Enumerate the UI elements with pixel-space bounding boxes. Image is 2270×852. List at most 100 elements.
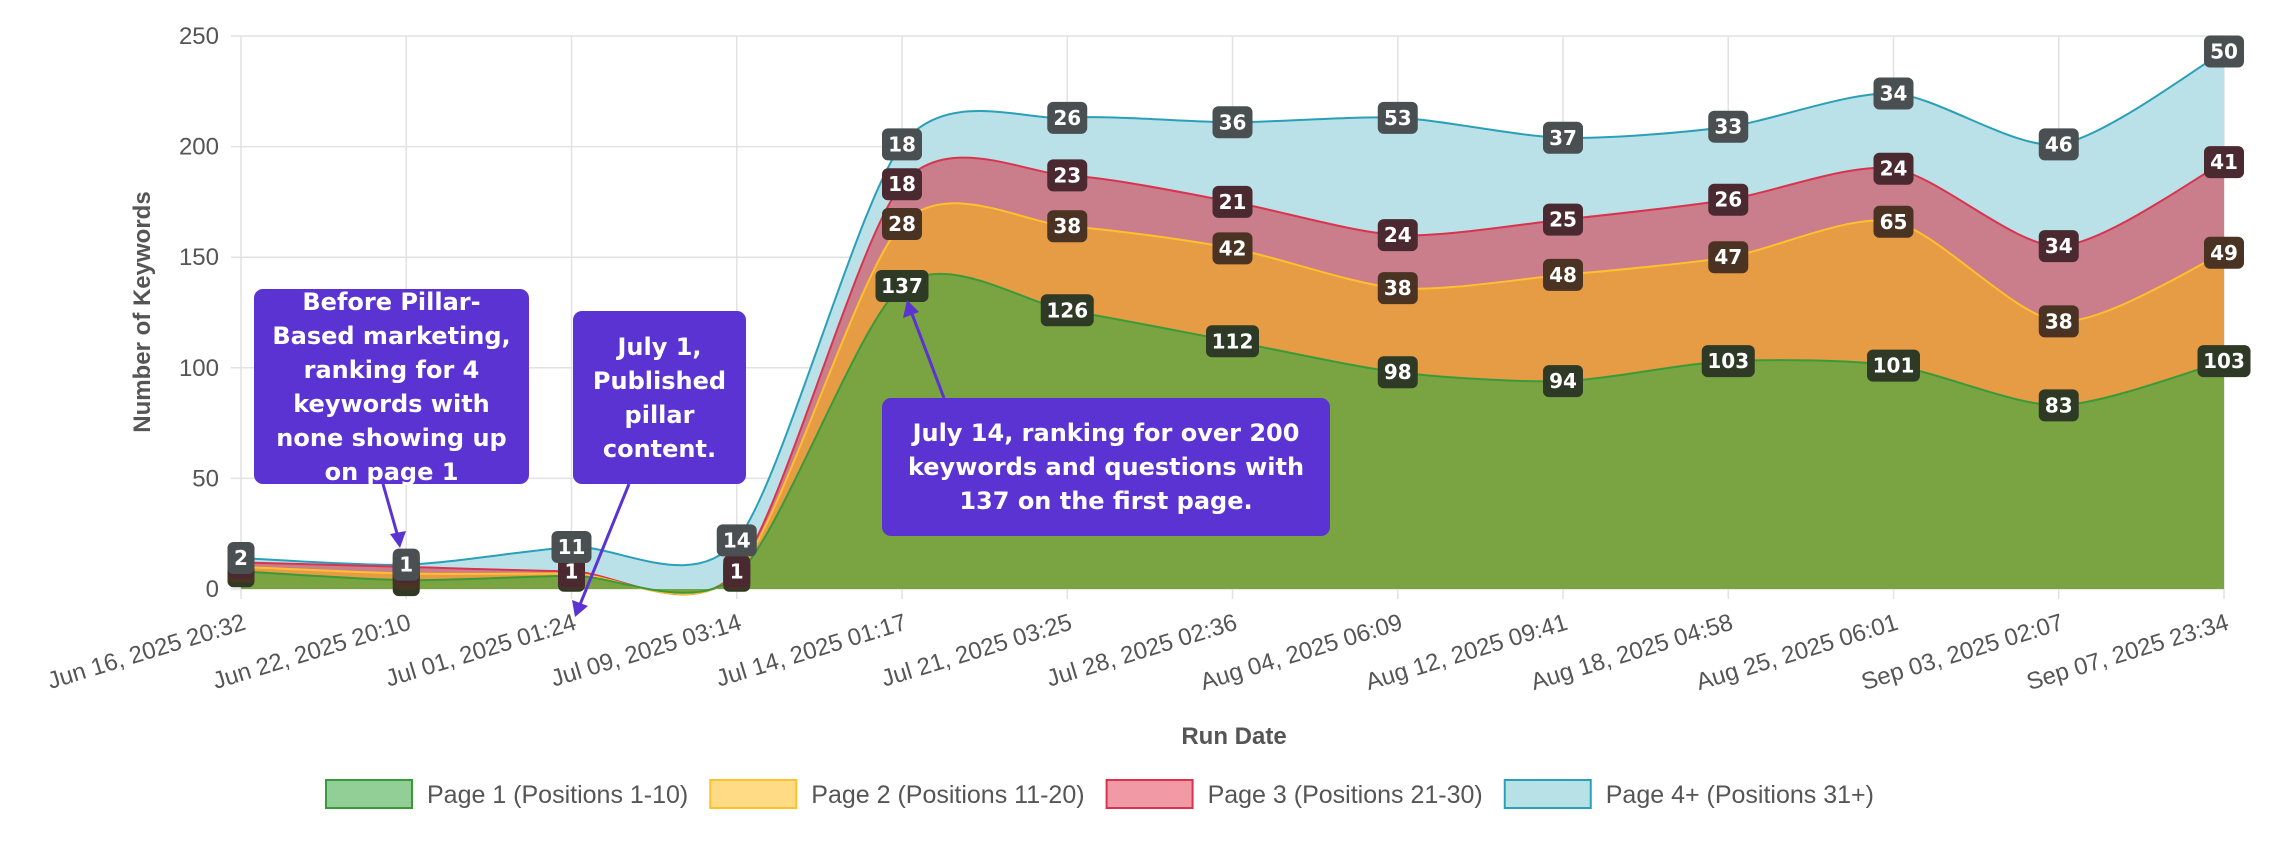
data-label: 101 <box>1867 349 1920 382</box>
svg-text:23: 23 <box>1053 163 1081 187</box>
svg-text:126: 126 <box>1046 298 1088 322</box>
data-label: 49 <box>2204 236 2244 269</box>
svg-text:137: 137 <box>881 274 923 298</box>
svg-text:26: 26 <box>1714 188 1742 212</box>
data-label: 47 <box>1708 241 1749 274</box>
x-axis-title: Run Date <box>1181 723 1286 750</box>
svg-text:103: 103 <box>1707 349 1749 373</box>
data-label: 1 <box>723 555 751 588</box>
data-label: 50 <box>2204 35 2244 68</box>
svg-text:36: 36 <box>1219 110 1247 134</box>
annotation-july-14: July 14, ranking for over 200 keywords a… <box>882 398 1330 536</box>
data-label: 18 <box>882 168 922 201</box>
data-label: 28 <box>882 208 922 241</box>
svg-text:24: 24 <box>1384 223 1412 247</box>
data-label: 41 <box>2204 146 2244 179</box>
data-label: 18 <box>882 128 922 161</box>
svg-text:33: 33 <box>1714 115 1742 139</box>
legend-item-3: Page 3 (Positions 21-30) <box>1105 779 1483 809</box>
svg-text:38: 38 <box>1053 214 1081 238</box>
legend-label: Page 2 (Positions 11-20) <box>811 781 1084 809</box>
svg-text:83: 83 <box>2045 393 2073 417</box>
data-label: 98 <box>1377 356 1418 389</box>
data-label: 46 <box>2038 128 2079 161</box>
svg-text:41: 41 <box>2210 150 2238 174</box>
data-label: 33 <box>1708 110 1749 143</box>
svg-text:2: 2 <box>234 546 248 570</box>
svg-text:38: 38 <box>1384 276 1412 300</box>
data-label: 38 <box>1377 272 1418 305</box>
svg-text:11: 11 <box>558 535 586 559</box>
svg-text:34: 34 <box>2045 234 2073 258</box>
svg-text:28: 28 <box>888 212 916 236</box>
svg-text:94: 94 <box>1549 369 1577 393</box>
x-tick-label: Jul 01, 2025 01:24 <box>382 609 579 693</box>
svg-text:49: 49 <box>2210 241 2238 265</box>
data-label: 34 <box>1873 77 1914 110</box>
svg-text:101: 101 <box>1873 354 1915 378</box>
svg-text:112: 112 <box>1212 329 1254 353</box>
svg-text:103: 103 <box>2203 349 2245 373</box>
data-label: 1 <box>392 548 420 581</box>
y-tick-label: 50 <box>192 465 219 492</box>
svg-text:34: 34 <box>1880 82 1908 106</box>
data-label: 38 <box>2038 305 2079 338</box>
svg-text:1: 1 <box>730 559 744 583</box>
svg-text:21: 21 <box>1219 190 1247 214</box>
svg-text:46: 46 <box>2045 132 2073 156</box>
svg-text:42: 42 <box>1219 236 1247 260</box>
data-label: 24 <box>1873 152 1914 185</box>
data-label: 94 <box>1543 365 1583 398</box>
svg-text:26: 26 <box>1053 106 1081 130</box>
data-label: 103 <box>2197 345 2251 378</box>
svg-text:48: 48 <box>1549 263 1577 287</box>
data-label: 36 <box>1212 106 1253 139</box>
data-label: 21 <box>1212 185 1253 218</box>
svg-text:18: 18 <box>888 132 916 156</box>
legend: Page 1 (Positions 1-10) Page 2 (Positions… <box>325 779 1874 809</box>
legend-item-2: Page 2 (Positions 11-20) <box>709 779 1085 809</box>
svg-text:37: 37 <box>1549 126 1577 150</box>
data-label: 112 <box>1206 325 1259 358</box>
annotation-before-pillar: Before Pillar-Based marketing, ranking f… <box>254 288 529 486</box>
data-label: 65 <box>1873 205 1914 238</box>
y-tick-label: 0 <box>206 576 219 603</box>
legend-swatch <box>325 779 413 809</box>
annotation-july-1: July 1, Published pillar content. <box>573 311 746 484</box>
data-labels: 8466137126112989410310183103231128384238… <box>227 35 2251 597</box>
data-label: 137 <box>875 269 929 302</box>
svg-text:98: 98 <box>1384 360 1412 384</box>
data-label: 53 <box>1377 101 1418 134</box>
y-tick-label: 150 <box>179 244 219 271</box>
data-label: 26 <box>1708 183 1749 216</box>
data-label: 83 <box>2038 389 2079 422</box>
y-tick-label: 100 <box>179 355 219 382</box>
y-tick-label: 200 <box>179 134 219 161</box>
data-label: 103 <box>1701 345 1755 378</box>
legend-swatch <box>1503 779 1592 809</box>
svg-text:25: 25 <box>1549 208 1577 232</box>
data-label: 48 <box>1543 258 1583 291</box>
data-label: 2 <box>227 542 255 575</box>
data-label: 37 <box>1543 121 1583 154</box>
svg-text:14: 14 <box>723 528 751 552</box>
svg-text:53: 53 <box>1384 106 1412 130</box>
data-label: 1 <box>558 555 585 588</box>
legend-swatch <box>709 779 798 809</box>
x-tick-label: Jul 14, 2025 01:17 <box>713 609 910 693</box>
legend-swatch <box>1105 779 1194 809</box>
data-label: 23 <box>1047 159 1088 192</box>
legend-label: Page 3 (Positions 21-30) <box>1208 781 1483 809</box>
data-label: 42 <box>1212 232 1253 265</box>
data-label: 11 <box>551 530 592 563</box>
y-tick-label: 250 <box>179 23 219 50</box>
svg-text:38: 38 <box>2045 309 2073 333</box>
y-axis-title: Number of Keywords <box>129 191 156 432</box>
svg-text:47: 47 <box>1714 245 1742 269</box>
legend-item-4: Page 4+ (Positions 31+) <box>1503 779 1874 809</box>
x-tick-label: Jul 21, 2025 03:25 <box>878 609 1075 693</box>
svg-text:18: 18 <box>888 172 916 196</box>
svg-text:1: 1 <box>565 559 579 583</box>
data-label: 25 <box>1543 203 1583 236</box>
